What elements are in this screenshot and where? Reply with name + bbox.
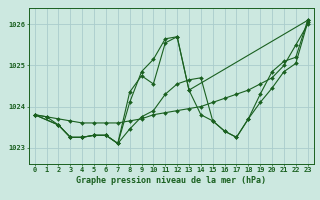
X-axis label: Graphe pression niveau de la mer (hPa): Graphe pression niveau de la mer (hPa) bbox=[76, 176, 266, 185]
